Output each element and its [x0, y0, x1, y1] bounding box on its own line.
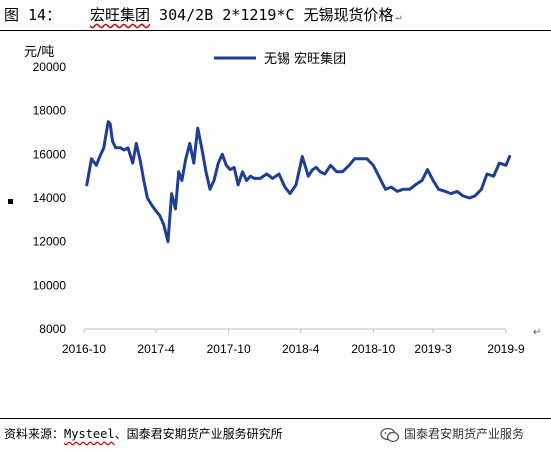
figure-title-bar: 图 14： 宏旺集团 304/2B 2*1219*C 无锡现货价格 ↵: [0, 0, 551, 30]
figure-title-emphasis: 宏旺集团: [90, 6, 151, 24]
watermark-text: 国泰君安期货产业服务: [404, 427, 525, 441]
source-prefix: 资料来源：: [4, 427, 65, 441]
wechat-icon: [380, 427, 400, 442]
footer-rule: [0, 418, 551, 419]
legend: 无锡 宏旺集团: [214, 51, 346, 67]
paragraph-mark-right: ↵: [533, 327, 542, 338]
y-tick-label: 16000: [33, 147, 67, 161]
y-tick-label: 14000: [33, 191, 67, 205]
title-rule: [0, 30, 551, 31]
series-line-wuxi-hongwang: [85, 120, 512, 244]
x-tick-labels: 2016-10 2017-4 2017-10 2018-4 2018-10 2019-3 2…: [62, 342, 525, 356]
figure-title: 宏旺集团 304/2B 2*1219*C 无锡现货价格 ↵: [90, 0, 402, 33]
y-tick-labels: 8000 10000 12000 14000 16000 18000 20000: [33, 60, 67, 336]
y-tick-label: 18000: [33, 104, 67, 118]
paragraph-mark: ↵: [395, 12, 402, 23]
x-tick-marks: [83, 329, 507, 333]
x-tick-label: 2016-10: [62, 342, 106, 356]
bullet-marker: [8, 199, 13, 204]
figure-label: 图 14：: [4, 6, 62, 24]
y-tick-label: 8000: [39, 322, 66, 336]
watermark-badge: 国泰君安期货产业服务: [380, 425, 524, 443]
x-tick-label: 2017-10: [207, 342, 251, 356]
y-tick-label: 10000: [33, 278, 67, 292]
price-line-chart: 元/吨 8000 10000 12000 14000 16000 18000 20000 2…: [24, 45, 525, 356]
source-mysteel: Mysteel: [64, 427, 115, 441]
y-axis-label: 元/吨: [24, 45, 54, 60]
figure-title-rest: 304/2B 2*1219*C 无锡现货价格: [150, 6, 394, 24]
legend-label: 无锡 宏旺集团: [264, 51, 346, 67]
source-footer: 资料来源：Mysteel、国泰君安期货产业服务研究所 国泰君安期货产业服务: [0, 418, 551, 448]
source-note: 资料来源：Mysteel、国泰君安期货产业服务研究所: [4, 425, 283, 442]
x-tick-label: 2019-9: [487, 342, 525, 356]
y-tick-label: 20000: [33, 60, 67, 74]
source-suffix: 、国泰君安期货产业服务研究所: [114, 427, 283, 441]
x-tick-label: 2019-3: [414, 342, 452, 356]
x-tick-label: 2017-4: [137, 342, 175, 356]
x-tick-label: 2018-4: [282, 342, 320, 356]
x-tick-label: 2018-10: [351, 342, 395, 356]
y-tick-label: 12000: [33, 235, 67, 249]
